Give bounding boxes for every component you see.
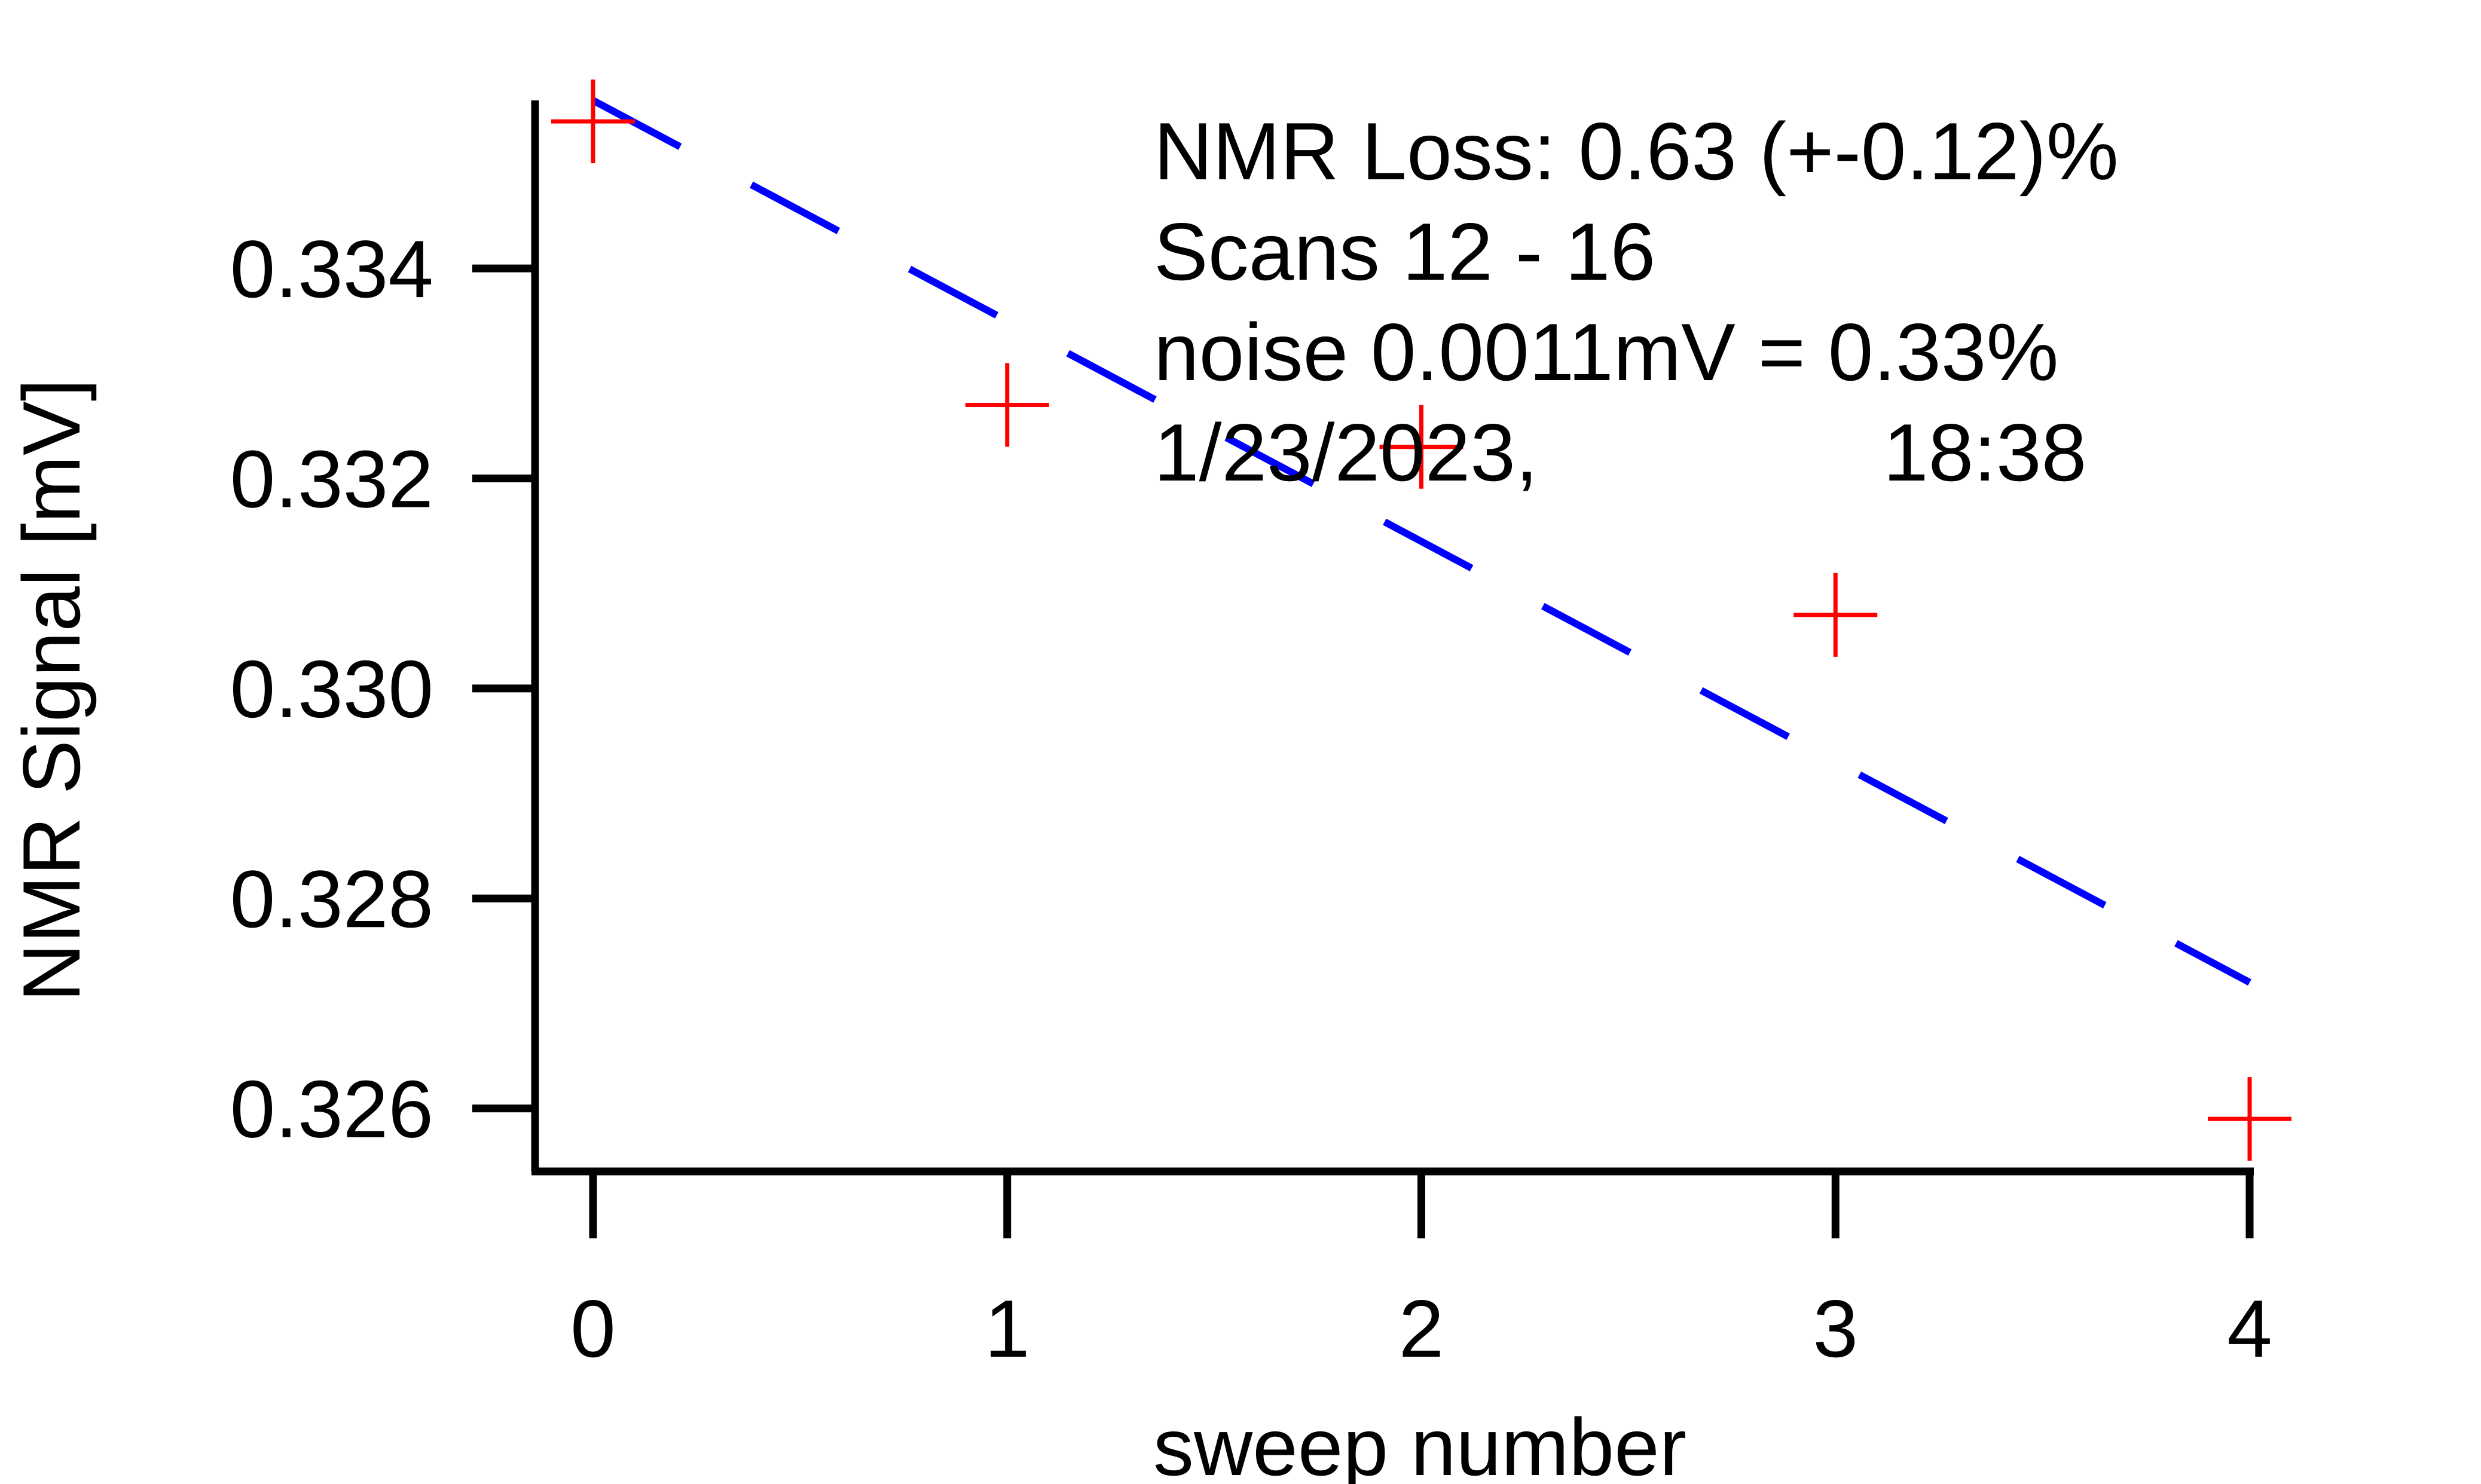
x-tick-label: 1 bbox=[985, 1283, 1030, 1374]
annotation-date: 1/23/2023, bbox=[1154, 407, 1538, 498]
data-point-marker bbox=[1793, 573, 1878, 657]
annotation-block: NMR Loss: 0.63 (+-0.12)% Scans 12 - 16 n… bbox=[1154, 106, 2119, 498]
data-point-marker bbox=[2208, 1077, 2291, 1161]
data-point-marker bbox=[965, 363, 1049, 447]
data-point-marker bbox=[551, 79, 635, 164]
annotation-time: 18:38 bbox=[1883, 407, 2086, 498]
annotation-nmr-loss: NMR Loss: 0.63 (+-0.12)% bbox=[1154, 106, 2119, 197]
fit-line-layer bbox=[591, 97, 2251, 986]
x-axis-title: sweep number bbox=[1153, 1402, 1686, 1484]
data-markers-layer bbox=[551, 79, 2291, 1161]
annotation-noise: noise 0.0011mV = 0.33% bbox=[1154, 307, 2058, 397]
x-tick-label: 4 bbox=[2227, 1283, 2272, 1374]
x-ticks: 0 1 2 3 4 bbox=[570, 1171, 2272, 1374]
x-tick-label: 3 bbox=[1813, 1283, 1858, 1374]
data-point-marker bbox=[1379, 405, 1463, 489]
y-ticks: 0.326 0.328 0.330 0.332 0.334 bbox=[230, 224, 535, 1155]
x-tick-label: 2 bbox=[1399, 1283, 1444, 1374]
y-tick-label: 0.328 bbox=[230, 853, 433, 944]
y-tick-label: 0.326 bbox=[230, 1064, 433, 1155]
y-tick-label: 0.332 bbox=[230, 433, 433, 524]
y-tick-label: 0.330 bbox=[230, 644, 433, 735]
annotation-scans: Scans 12 - 16 bbox=[1154, 206, 1655, 297]
y-tick-label: 0.334 bbox=[230, 224, 433, 314]
fit-line bbox=[591, 97, 2251, 986]
y-axis-title: NMR Signal [mV] bbox=[6, 379, 97, 1002]
x-tick-label: 0 bbox=[570, 1283, 616, 1374]
